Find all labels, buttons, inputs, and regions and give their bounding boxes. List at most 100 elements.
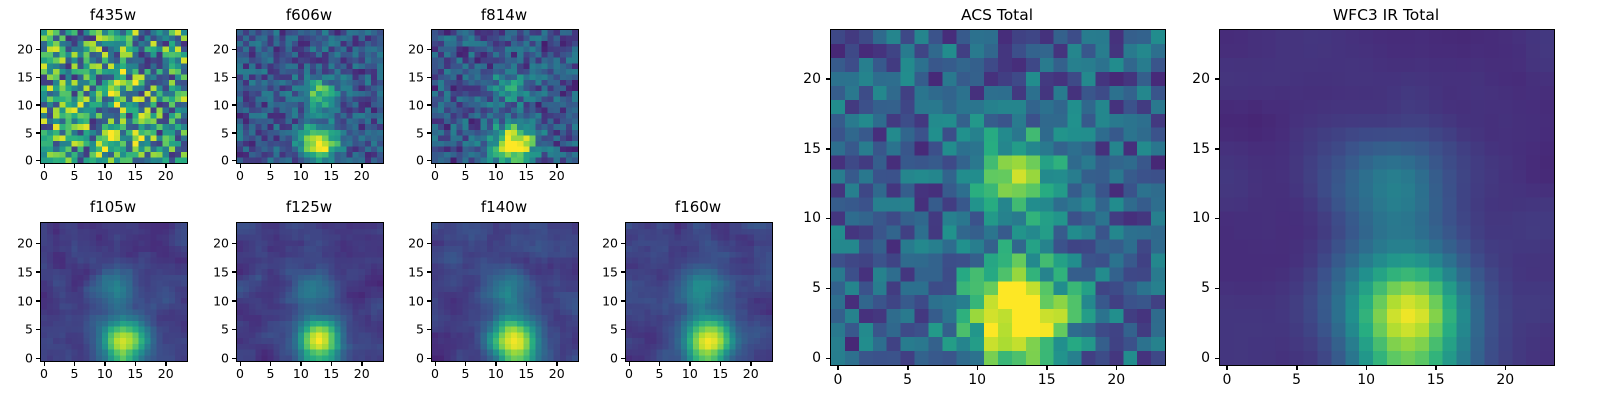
panel-title-f435w: f435w: [89, 6, 137, 24]
x-tick-mark: [719, 362, 722, 366]
x-tick-label: 5: [655, 366, 664, 381]
panel-f160w: f160w 0 5 10 15 20 0 5 10 15 20: [602, 196, 773, 396]
x-tick-label: 15: [1037, 372, 1056, 388]
panel-f435w: f435w 0 5 10 15 20 0 5 10 15 20: [17, 0, 188, 190]
x-tick-label: 10: [96, 366, 113, 381]
heatmap-plot-acs-total: 0 5 10 15 20 0 5 10 15 20: [803, 29, 1166, 388]
panel-f814w: f814w 0 5 10 15 20 0 5 10 15 20: [408, 0, 579, 190]
y-tick-label: 0: [221, 152, 229, 168]
x-tick-label: 15: [712, 366, 729, 381]
panel-f140w: f140w 0 5 10 15 20 0 5 10 15 20: [408, 196, 579, 396]
y-tick-mark: [427, 132, 431, 134]
panel-title-acs-total: ACS Total: [960, 6, 1034, 24]
x-tick-mark: [239, 362, 242, 366]
x-tick-label: 15: [518, 366, 535, 381]
y-tick-label: 10: [803, 210, 821, 227]
y-tick-mark: [427, 271, 431, 273]
x-tick-label: 15: [323, 168, 340, 183]
y-tick-mark: [232, 132, 236, 134]
x-tick-mark: [1046, 366, 1048, 370]
x-tick-mark: [1296, 366, 1298, 370]
y-tick-label: 10: [17, 293, 33, 309]
y-tick-mark: [36, 300, 40, 302]
x-tick-label: 15: [127, 366, 144, 381]
y-tick-mark: [232, 159, 236, 162]
panel-title-f140w: f140w: [480, 198, 528, 216]
y-tick-mark: [621, 357, 625, 360]
x-tick-mark: [525, 362, 528, 366]
x-tick-mark: [134, 164, 137, 168]
x-tick-mark: [1115, 366, 1118, 370]
x-tick-label: 10: [96, 168, 113, 183]
x-tick-mark: [434, 362, 437, 366]
y-tick-label: 15: [17, 69, 33, 85]
x-tick-mark: [628, 362, 631, 366]
y-tick-mark: [36, 48, 40, 51]
y-tick-label: 15: [1192, 140, 1210, 157]
y-tick-label: 10: [408, 97, 424, 113]
x-tick-mark: [104, 362, 106, 366]
panel-title-f606w: f606w: [285, 6, 333, 24]
x-tick-label: 20: [353, 168, 370, 183]
y-tick-label: 5: [416, 321, 424, 337]
panel-title-f125w: f125w: [285, 198, 333, 216]
y-tick-label: 10: [17, 97, 33, 113]
y-tick-label: 20: [1192, 70, 1210, 87]
x-tick-mark: [361, 164, 363, 168]
y-tick-label: 0: [1201, 350, 1210, 367]
heatmap-plot-f125w: 0 5 10 15 20 0 5 10 15 20: [213, 222, 384, 381]
y-tick-label: 5: [25, 321, 33, 337]
y-tick-mark: [1215, 78, 1219, 80]
y-tick-label: 0: [610, 350, 618, 366]
heatmap-canvas-wfc3_ir_total: [1220, 30, 1554, 365]
panel-wfc3-ir-total: WFC3 IR Total 0 5 10 15 20 0 5 10 15 20: [1192, 0, 1555, 400]
x-tick-label: 20: [742, 366, 759, 381]
x-tick-label: 0: [40, 366, 49, 381]
y-tick-label: 5: [416, 125, 424, 141]
panel-title-f160w: f160w: [674, 198, 722, 216]
y-tick-mark: [427, 357, 431, 360]
y-tick-mark: [427, 242, 431, 245]
panel-title-f105w: f105w: [89, 198, 137, 216]
y-tick-mark: [1215, 217, 1219, 220]
x-tick-label: 10: [487, 366, 504, 381]
x-tick-label: 20: [1496, 372, 1515, 388]
y-tick-label: 15: [213, 264, 229, 280]
y-tick-mark: [427, 328, 431, 331]
y-tick-mark: [36, 357, 40, 360]
x-tick-mark: [269, 164, 272, 168]
x-tick-mark: [239, 164, 242, 168]
x-tick-mark: [464, 164, 467, 168]
heatmap-plot-f105w: 0 5 10 15 20 0 5 10 15 20: [17, 222, 188, 381]
x-tick-mark: [43, 164, 46, 168]
x-tick-label: 20: [157, 366, 174, 381]
y-tick-mark: [621, 242, 625, 245]
x-tick-label: 5: [903, 372, 912, 388]
x-tick-mark: [976, 366, 979, 370]
y-tick-label: 20: [803, 70, 821, 87]
heatmap-plot-f435w: 0 5 10 15 20 0 5 10 15 20: [17, 29, 188, 183]
y-tick-mark: [1215, 287, 1219, 290]
y-tick-label: 5: [221, 321, 229, 337]
x-tick-mark: [104, 164, 106, 168]
x-tick-label: 10: [1357, 372, 1376, 388]
x-tick-mark: [73, 362, 76, 366]
x-tick-label: 10: [968, 372, 987, 388]
y-tick-mark: [232, 48, 236, 51]
x-tick-label: 0: [833, 372, 843, 388]
x-tick-mark: [134, 362, 137, 366]
x-tick-label: 20: [157, 168, 174, 183]
y-tick-mark: [36, 132, 40, 134]
heatmap-canvas-f160w: [626, 223, 772, 361]
y-tick-label: 15: [602, 264, 618, 280]
x-tick-mark: [525, 164, 528, 168]
panel-f606w: f606w 0 5 10 15 20 0 5 10 15 20: [213, 0, 384, 190]
x-tick-label: 15: [1426, 372, 1445, 388]
y-tick-label: 15: [408, 264, 424, 280]
panel-f105w: f105w 0 5 10 15 20 0 5 10 15 20: [17, 196, 188, 396]
y-tick-label: 15: [803, 140, 821, 157]
y-tick-mark: [826, 217, 830, 220]
y-tick-label: 10: [1192, 210, 1210, 227]
x-tick-mark: [300, 164, 302, 168]
